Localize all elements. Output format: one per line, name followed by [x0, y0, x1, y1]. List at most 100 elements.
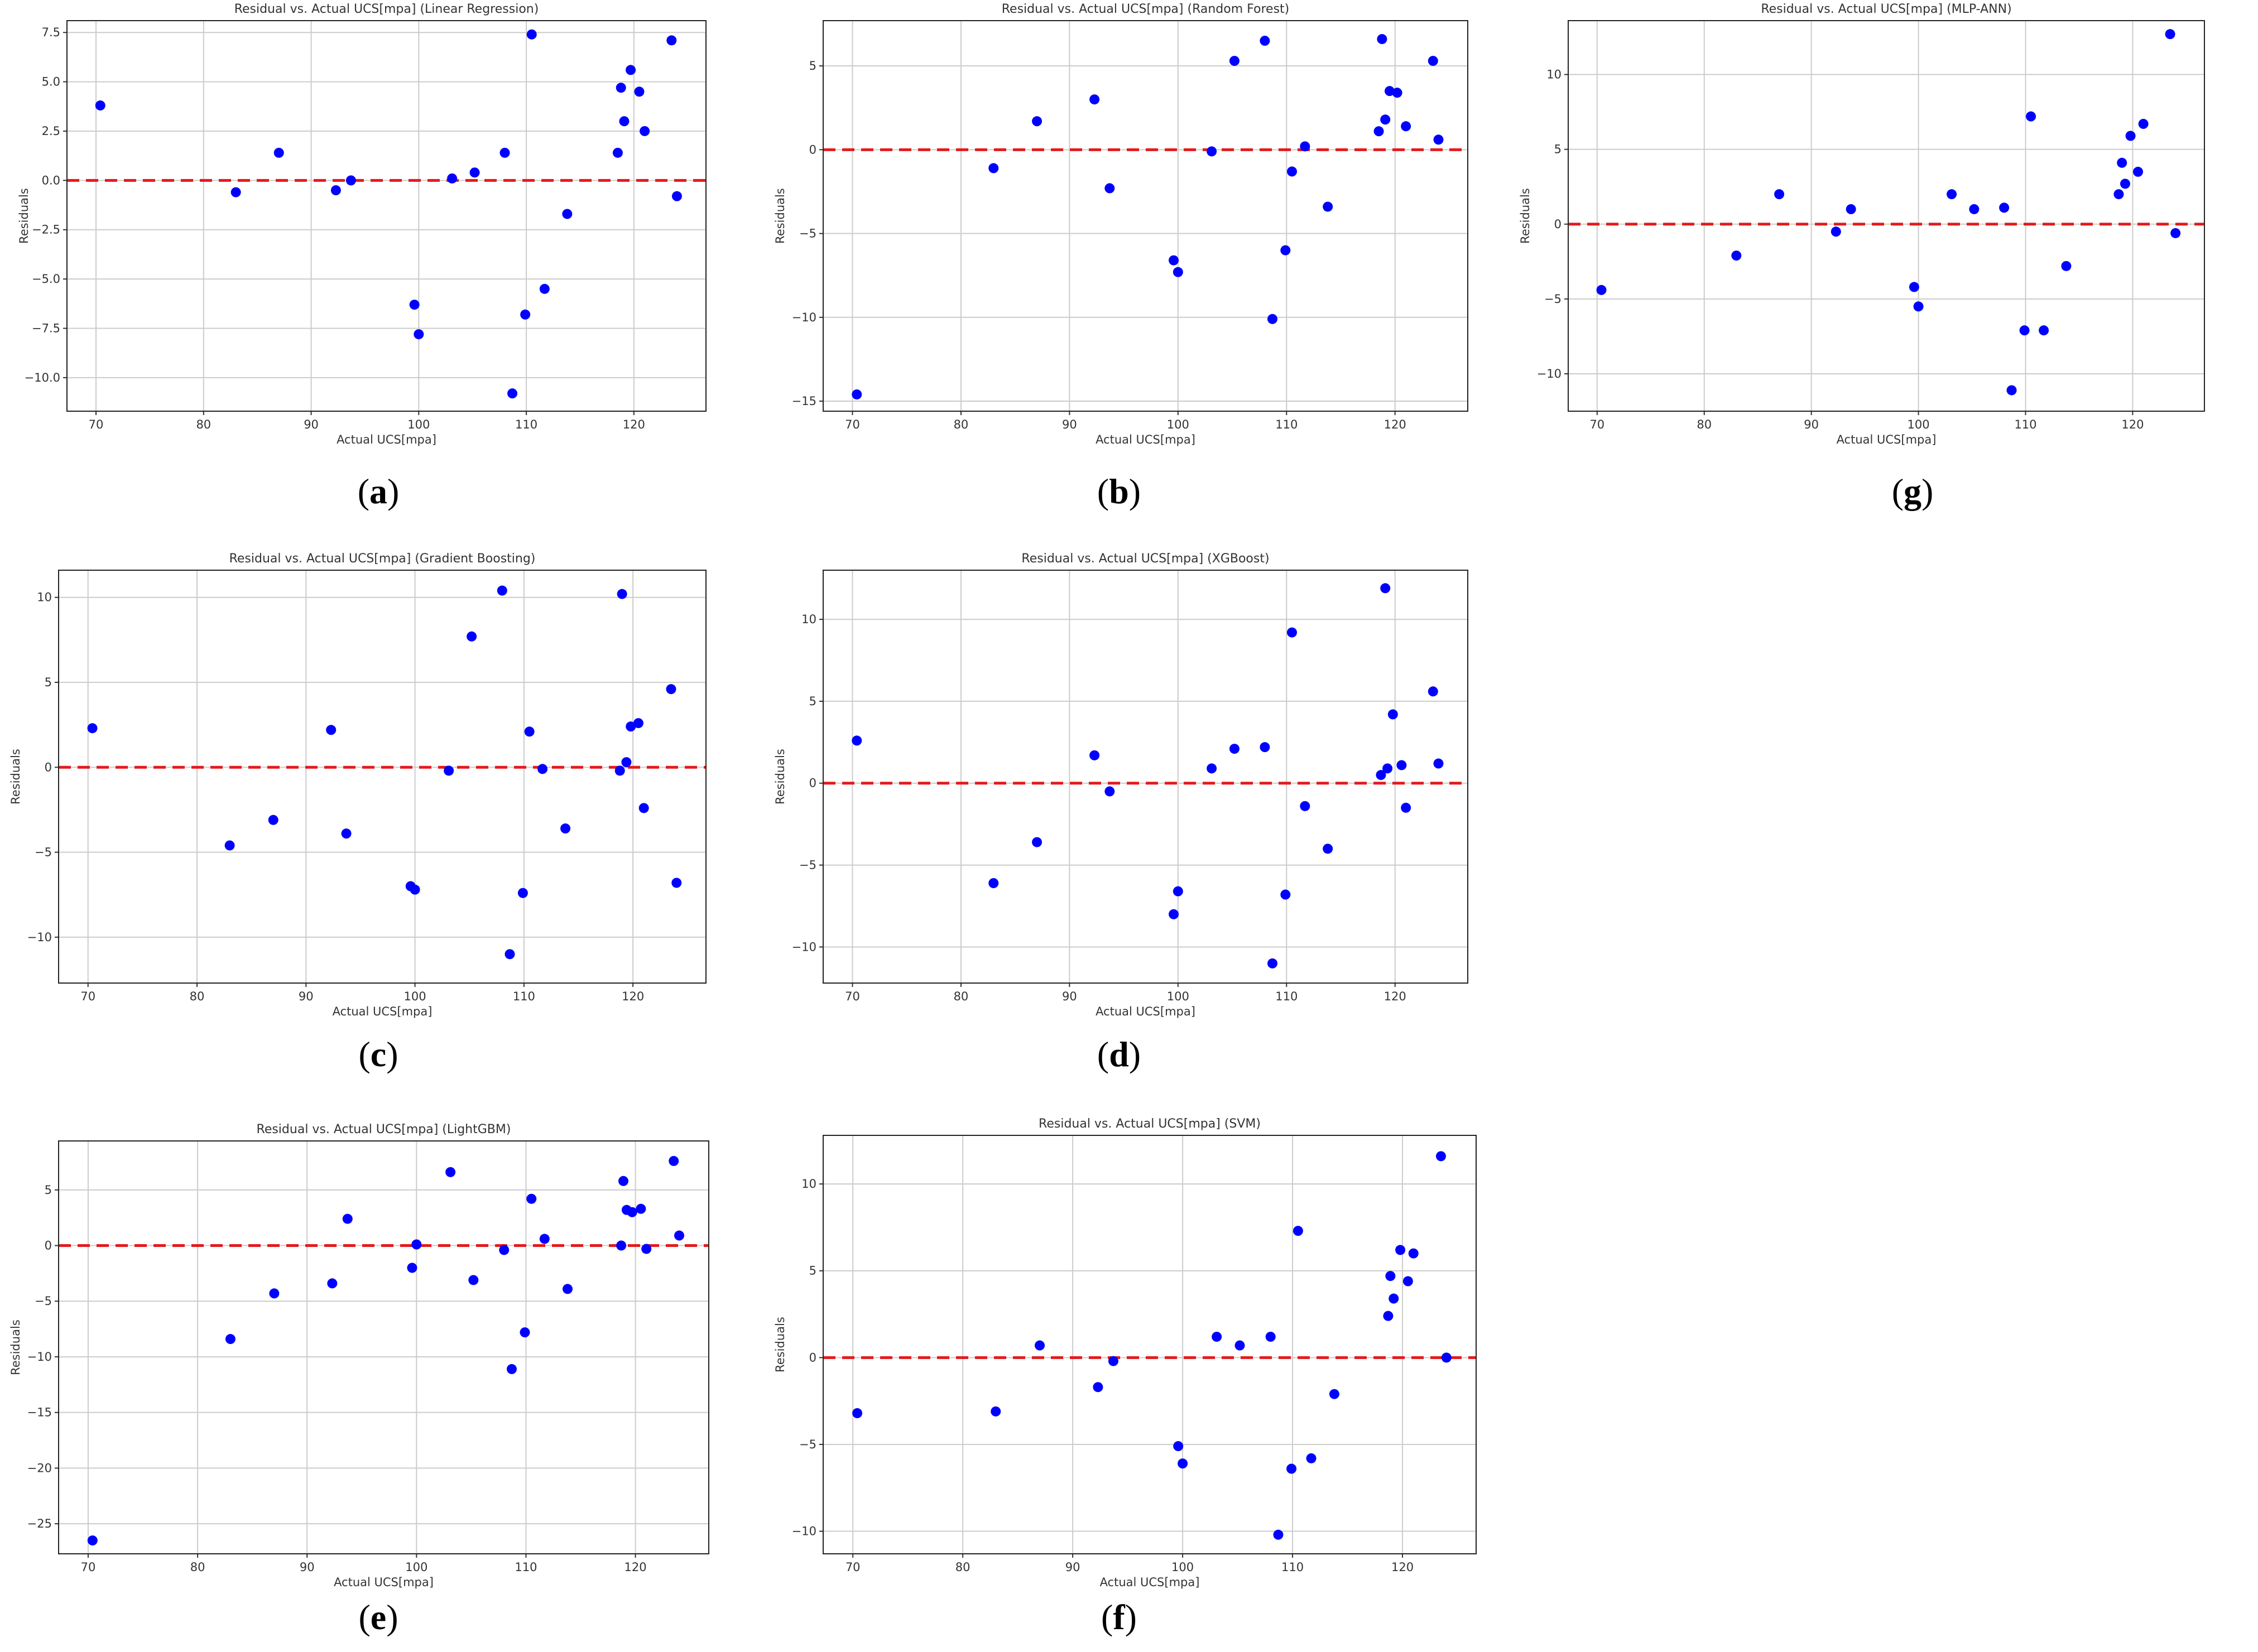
y-tick-label: 5 [809, 695, 816, 708]
data-point [327, 1278, 338, 1289]
x-axis-label: Actual UCS[mpa] [1837, 433, 1937, 446]
y-tick-label: −10 [27, 931, 52, 944]
x-tick-label: 70 [845, 418, 860, 431]
data-point [1300, 141, 1310, 152]
y-tick-label: −15 [27, 1406, 52, 1419]
data-point [326, 725, 337, 735]
data-point [562, 209, 573, 219]
data-point [1089, 750, 1100, 760]
data-point [499, 1245, 510, 1255]
data-point [2133, 166, 2144, 177]
x-tick-label: 110 [1275, 990, 1298, 1003]
data-point [1947, 189, 1957, 200]
data-point [1280, 889, 1291, 900]
y-axis-label: Residuals [1519, 188, 1532, 244]
x-tick-label: 90 [1065, 1561, 1080, 1574]
y-axis-label: Residuals [9, 1319, 22, 1375]
data-point [520, 309, 531, 320]
data-point [1774, 189, 1785, 200]
data-point [409, 300, 420, 310]
plot-frame [823, 570, 1468, 984]
chart-c: Residual vs. Actual UCS[mpa] (Gradient B… [9, 552, 707, 1074]
y-tick-label: 5 [45, 676, 52, 689]
data-point [2006, 385, 2017, 396]
data-point [524, 726, 535, 737]
x-axis-label: Actual UCS[mpa] [1096, 1005, 1195, 1018]
y-tick-label: −10 [1537, 367, 1562, 381]
data-point [1323, 201, 1333, 212]
data-point [1435, 1151, 1446, 1162]
data-point [1169, 255, 1179, 266]
data-point [268, 815, 278, 825]
data-point [2170, 228, 2181, 238]
data-point [617, 589, 627, 599]
data-point [2138, 119, 2149, 129]
panel-caption: (b) [1097, 471, 1141, 511]
data-point [341, 829, 352, 839]
data-point [671, 191, 682, 201]
x-tick-label: 100 [1171, 1561, 1194, 1574]
plot-frame [58, 570, 707, 984]
y-tick-label: −20 [27, 1461, 52, 1475]
x-tick-label: 120 [623, 418, 645, 431]
y-tick-label: 0 [45, 1239, 52, 1252]
y-tick-label: 0 [809, 777, 816, 790]
y-tick-label: 0 [809, 1351, 816, 1364]
data-point [1385, 1271, 1396, 1282]
data-point [539, 283, 550, 294]
data-point [1287, 166, 1297, 177]
chart-title: Residual vs. Actual UCS[mpa] (Random For… [1002, 2, 1290, 16]
data-point [1173, 886, 1183, 897]
data-point [2113, 189, 2124, 200]
data-point [666, 35, 677, 46]
chart-d: Residual vs. Actual UCS[mpa] (XGBoost) 70… [774, 552, 1468, 1074]
chart-title: Residual vs. Actual UCS[mpa] (LightGBM) [257, 1123, 511, 1136]
data-point [2019, 325, 2030, 336]
data-point [852, 389, 862, 399]
x-tick-label: 120 [1384, 990, 1406, 1003]
x-tick-label: 80 [1697, 418, 1712, 431]
caption-close-paren: ) [1129, 471, 1141, 511]
data-point [1260, 742, 1270, 753]
data-point [1212, 1331, 1222, 1342]
data-point [505, 949, 515, 960]
data-point [1441, 1352, 1452, 1363]
data-point [988, 878, 999, 888]
data-point [497, 585, 507, 596]
data-point [342, 1213, 353, 1224]
data-point [526, 29, 537, 40]
data-point [1280, 245, 1291, 256]
y-tick-label: −5 [35, 846, 52, 859]
panel-caption: (f) [1101, 1597, 1137, 1637]
data-point [1287, 627, 1297, 638]
data-point [627, 1207, 637, 1217]
data-point [633, 718, 643, 729]
data-point [2117, 157, 2127, 168]
caption-letter: f [1113, 1597, 1125, 1637]
data-point [539, 1234, 550, 1244]
x-tick-label: 90 [1804, 418, 1819, 431]
data-point [616, 83, 626, 93]
caption-letter: d [1109, 1034, 1129, 1074]
x-axis-label: Actual UCS[mpa] [333, 1005, 433, 1018]
chart-title: Residual vs. Actual UCS[mpa] (MLP-ANN) [1761, 2, 2011, 16]
caption-open-paren: ( [1101, 1597, 1113, 1637]
y-axis-label: Residuals [774, 749, 787, 805]
data-point [1265, 1331, 1276, 1342]
data-point [1273, 1529, 1284, 1540]
data-point [345, 175, 356, 186]
data-point [1032, 116, 1042, 127]
x-tick-label: 100 [1167, 990, 1189, 1003]
y-tick-label: −10 [792, 1525, 816, 1538]
y-tick-label: −5 [1544, 292, 1562, 306]
data-point [1408, 1248, 1419, 1259]
data-point [1831, 227, 1841, 237]
caption-close-paren: ) [386, 1597, 398, 1637]
x-tick-label: 120 [622, 990, 644, 1003]
data-point [626, 721, 636, 732]
data-point [1383, 1311, 1394, 1321]
caption-close-paren: ) [387, 471, 399, 511]
data-point [1389, 1293, 1399, 1304]
data-point [1392, 88, 1402, 98]
data-point [1032, 837, 1042, 847]
